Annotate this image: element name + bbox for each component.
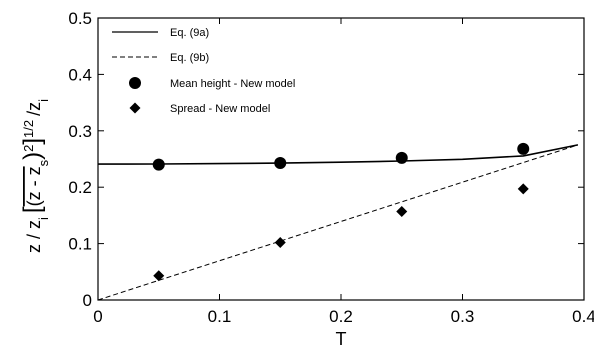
y-title-inner: (z - z [24,166,44,206]
circle-marker [129,77,141,89]
y-title-exp-inner: 2 [21,145,36,152]
diamond-marker [274,236,286,248]
y-tick-label: 0 [83,291,92,310]
series [97,142,579,301]
legend-label: Eq. (9a) [170,27,209,39]
diamond-marker [396,205,408,217]
x-tick-label: 0 [93,307,102,326]
y-title-bracket-open: [ [19,206,46,213]
y-title-inner-sub: s [36,159,51,166]
diamond-marker [129,102,141,114]
y-axis-title: z / zi[(z - zs)2]1/2/zi [19,99,51,253]
y-title-suffix: /z [24,102,44,116]
diamond-marker [153,270,165,282]
y-tick-label: 0.3 [68,122,92,141]
series-line [97,144,579,301]
legend-label: Mean height - New model [170,78,295,90]
y-title-bracket-close: ] [19,138,46,145]
x-tick-label: 0.4 [572,307,594,326]
y-title-prefix: z / z [24,220,44,253]
ticks: 0 0.1 0.2 0.3 0.4 0 0.1 0.2 0.3 0.4 0.5 [68,9,594,326]
svg-text:z / zi[(z - zs)2]1/2/zi: z / zi[(z - zs)2]1/2/zi [19,99,51,253]
legend: Eq. (9a) Eq. (9b) Mean height - New model S… [112,27,295,115]
x-tick-label: 0.3 [451,307,475,326]
series-line [97,144,579,165]
circle-marker [152,158,165,171]
circle-marker [274,156,287,169]
y-tick-label: 0.4 [68,65,92,84]
diamond-marker [517,183,529,195]
y-title-suffix-sub: i [36,99,51,102]
y-tick-label: 0.1 [68,235,92,254]
circle-marker [517,142,530,155]
y-title-prefix-sub: i [36,217,51,220]
circle-marker [395,151,408,164]
x-tick-label: 0.2 [329,307,353,326]
y-tick-label: 0.5 [68,9,92,28]
y-title-exp-outer: 1/2 [21,120,36,138]
x-tick-label: 0.1 [208,307,232,326]
x-axis-title: T [336,329,347,349]
legend-label: Spread - New model [170,103,270,115]
legend-label: Eq. (9b) [170,52,209,64]
y-title-paren-close: ) [19,152,46,160]
y-tick-label: 0.2 [68,178,92,197]
